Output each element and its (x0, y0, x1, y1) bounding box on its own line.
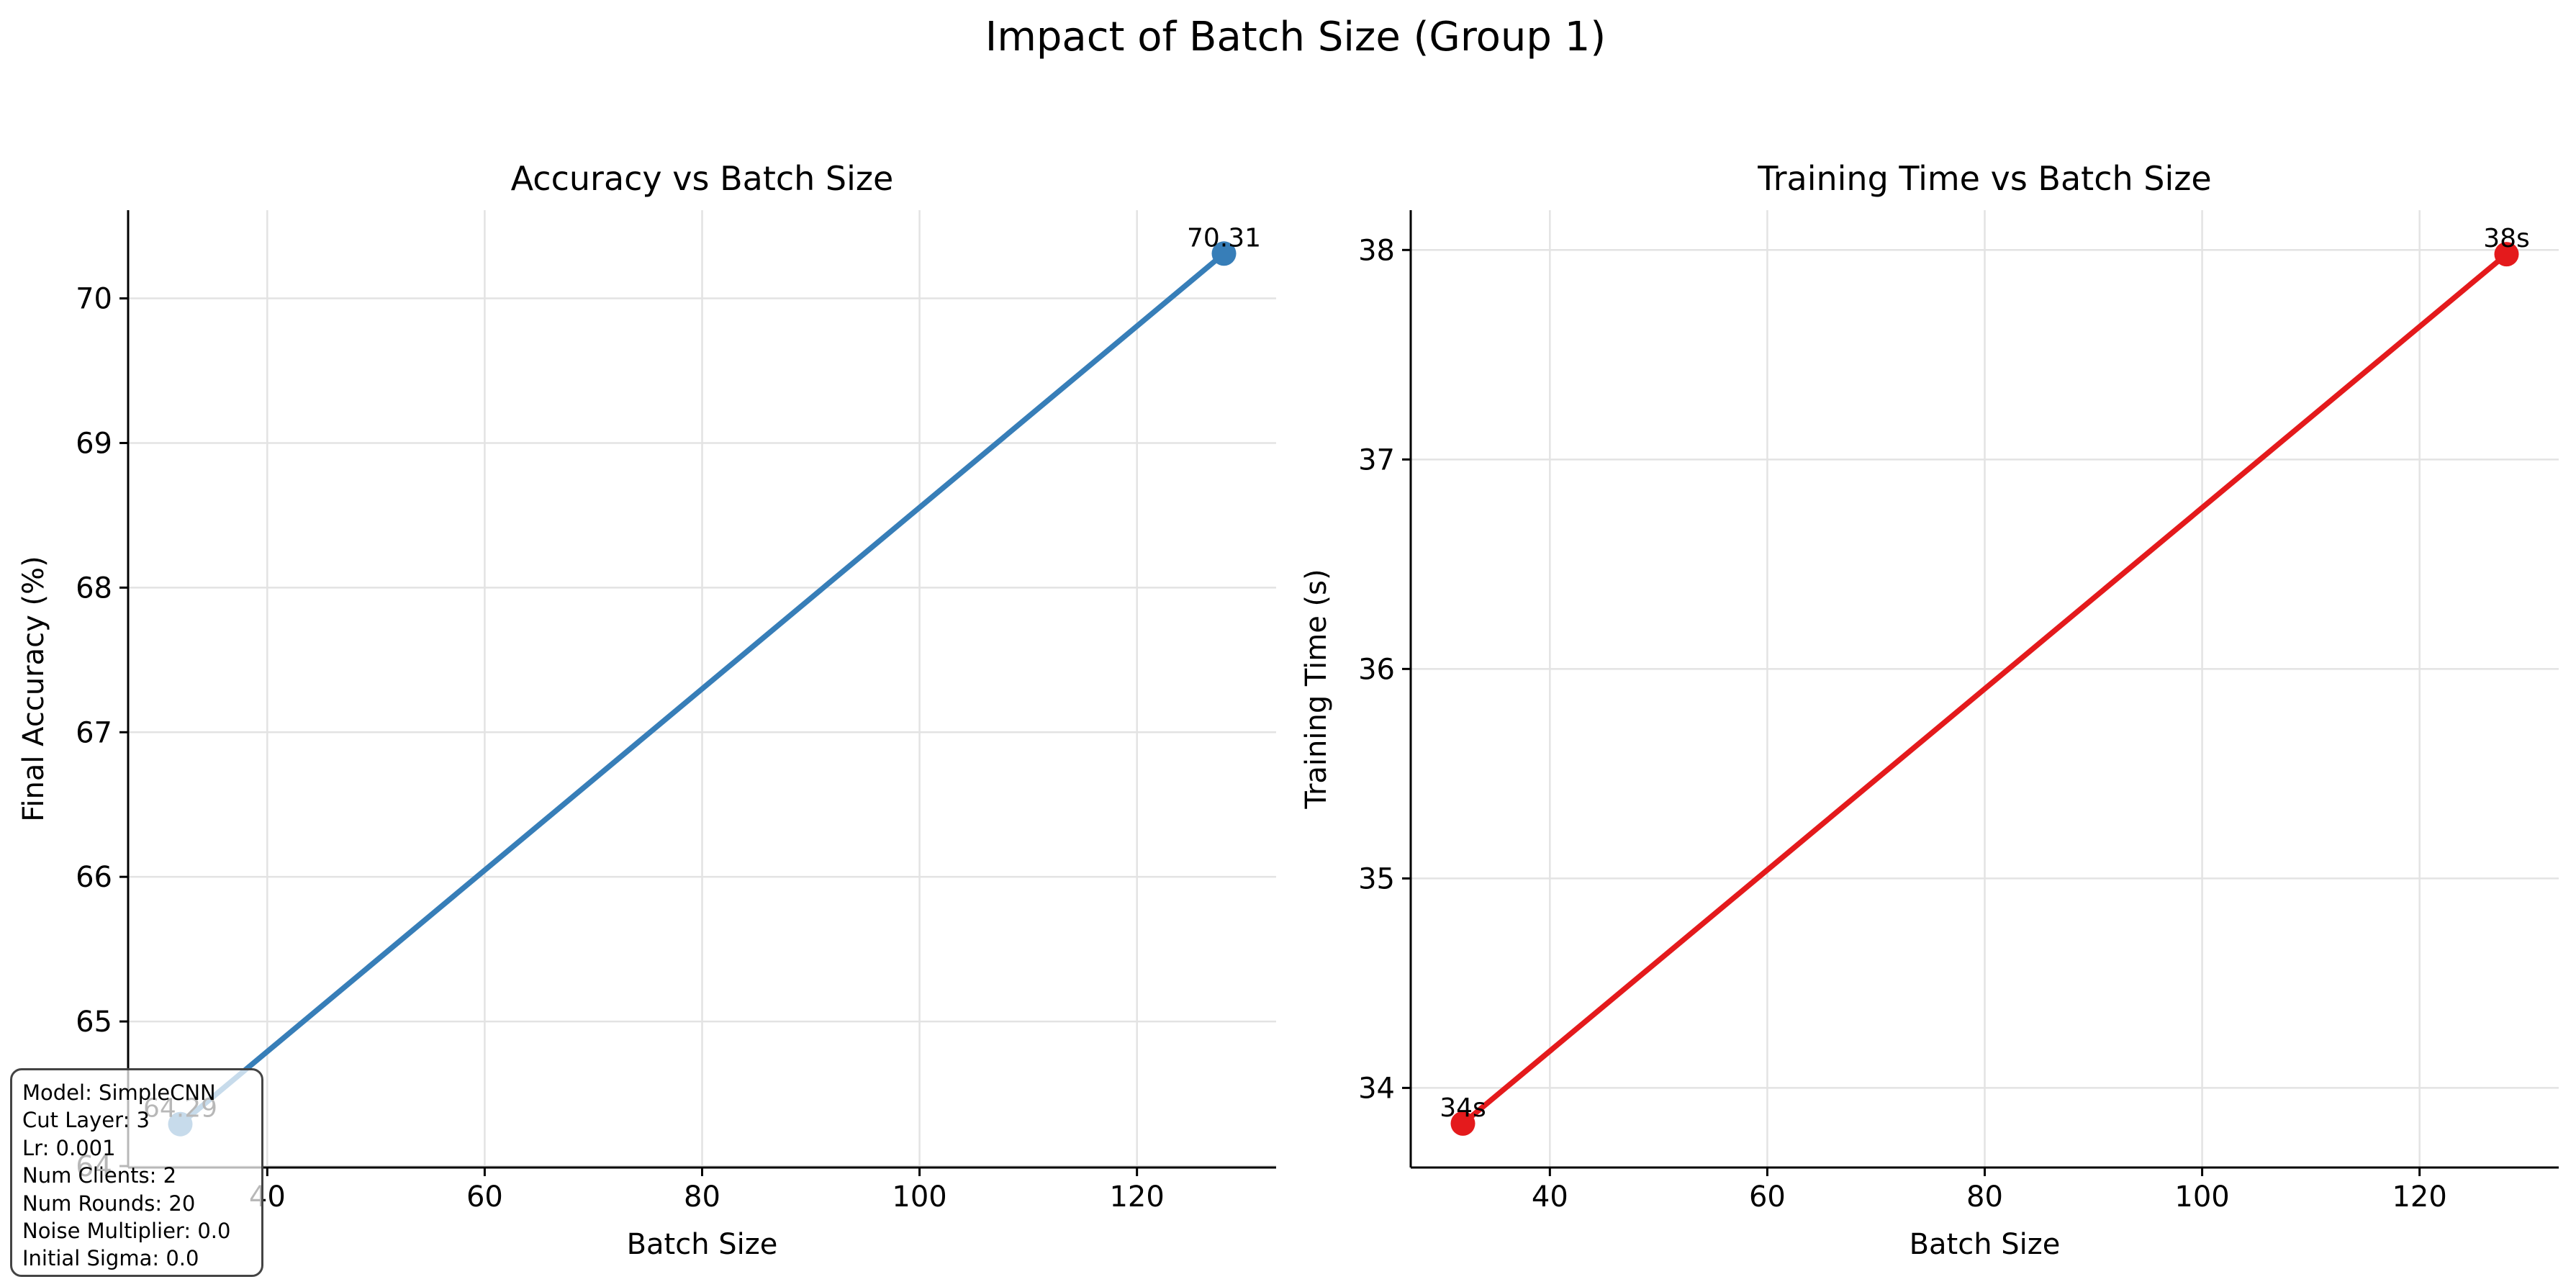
data-point (2494, 242, 2519, 267)
y-tick-label: 35 (1358, 862, 1395, 895)
y-tick-label: 66 (76, 861, 112, 894)
series-line (1460, 251, 2510, 1126)
training-time-chart: 40 60 80 100 120 34 35 36 37 38 Training Time vs B… (1300, 159, 2559, 1261)
x-tick-label: 120 (1109, 1180, 1164, 1214)
x-axis-label: Batch Size (1910, 1228, 2061, 1261)
y-tick-label: 70 (76, 283, 112, 316)
data-label: 34s (1440, 1093, 1486, 1123)
y-tick-label: 69 (76, 427, 112, 460)
y-tick-label: 65 (76, 1006, 112, 1039)
x-tick-label: 80 (1966, 1180, 2003, 1214)
y-tick-label: 34 (1358, 1072, 1395, 1105)
y-tick-label: 68 (76, 572, 112, 605)
chart-title: Training Time vs Batch Size (1757, 159, 2211, 198)
y-tick-label: 38 (1358, 234, 1395, 267)
info-line: Noise Multiplier: 0.0 (22, 1219, 231, 1244)
x-axis-label: Batch Size (627, 1228, 778, 1261)
y-axis-label: Training Time (s) (1300, 569, 1333, 809)
data-point (1450, 1111, 1475, 1136)
x-tick-label: 120 (2392, 1180, 2446, 1214)
info-line: Lr: 0.001 (22, 1135, 116, 1160)
info-line: Num Clients: 2 (22, 1163, 177, 1188)
figure-title: Impact of Batch Size (Group 1) (985, 14, 1606, 60)
x-tick-label: 80 (684, 1180, 720, 1214)
info-line: Model: SimpleCNN (22, 1080, 216, 1105)
x-tick-label: 100 (2174, 1180, 2229, 1214)
info-line: Num Rounds: 20 (22, 1191, 196, 1216)
info-line: Initial Sigma: 0.0 (22, 1246, 199, 1271)
y-tick-label: 67 (76, 716, 112, 749)
data-point (1211, 241, 1237, 266)
x-tick-label: 100 (892, 1180, 946, 1214)
data-label: 38s (2483, 224, 2530, 253)
y-axis-label: Final Accuracy (%) (17, 556, 50, 821)
x-tick-label: 60 (1749, 1180, 1786, 1214)
y-tick-label: 37 (1358, 443, 1395, 477)
y-tick-label: 36 (1358, 653, 1395, 686)
series-line (177, 250, 1227, 1127)
data-label: 70.31 (1187, 223, 1261, 253)
info-line: Cut Layer: 3 (22, 1108, 150, 1133)
chart-title: Accuracy vs Batch Size (511, 159, 894, 198)
config-info-box: Model: SimpleCNN Cut Layer: 3 Lr: 0.001 Num… (10, 1068, 263, 1277)
x-tick-label: 60 (466, 1180, 503, 1214)
x-tick-label: 40 (1532, 1180, 1568, 1214)
